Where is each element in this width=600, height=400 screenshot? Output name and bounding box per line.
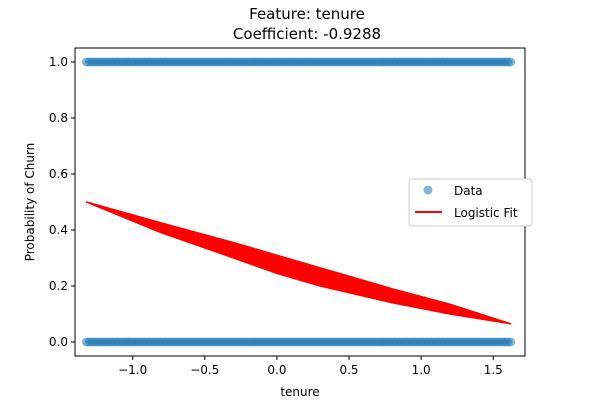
data-point <box>506 337 516 347</box>
x-axis-ticks: −1.0 −0.5 0.0 0.5 1.0 1.5 <box>118 356 503 377</box>
data-points <box>82 57 516 347</box>
x-tick-label: 1.5 <box>484 363 503 377</box>
y-axis-label: Probability of Churn <box>23 143 37 262</box>
legend-label-data: Data <box>454 184 483 198</box>
plot-area: −1.0 −0.5 0.0 0.5 1.0 1.5 0.0 0.2 0.4 0.6 0.8 1.0 <box>49 47 526 377</box>
x-tick-label: 1.0 <box>412 363 431 377</box>
legend: Data Logistic Fit <box>408 178 533 227</box>
logistic-fit-band <box>85 201 512 325</box>
legend-label-fit: Logistic Fit <box>454 206 518 220</box>
legend-box <box>408 178 533 227</box>
y-tick-label: 0.0 <box>49 335 68 349</box>
data-point <box>506 57 516 67</box>
legend-marker-data <box>423 185 433 195</box>
chart-title: Feature: tenure <box>249 5 365 23</box>
y-tick-label: 0.8 <box>49 111 68 125</box>
logistic-fit-line <box>85 201 512 325</box>
x-tick-label: 0.0 <box>267 363 286 377</box>
x-tick-label: −1.0 <box>118 363 147 377</box>
x-tick-label: 0.5 <box>339 363 358 377</box>
x-axis-label: tenure <box>280 385 319 399</box>
x-tick-label: −0.5 <box>190 363 219 377</box>
chart-subtitle: Coefficient: -0.9288 <box>233 25 381 43</box>
y-tick-label: 0.6 <box>49 167 68 181</box>
y-axis-ticks: 0.0 0.2 0.4 0.6 0.8 1.0 <box>49 55 75 349</box>
y-tick-label: 0.2 <box>49 279 68 293</box>
y-tick-label: 1.0 <box>49 55 68 69</box>
y-tick-label: 0.4 <box>49 223 68 237</box>
